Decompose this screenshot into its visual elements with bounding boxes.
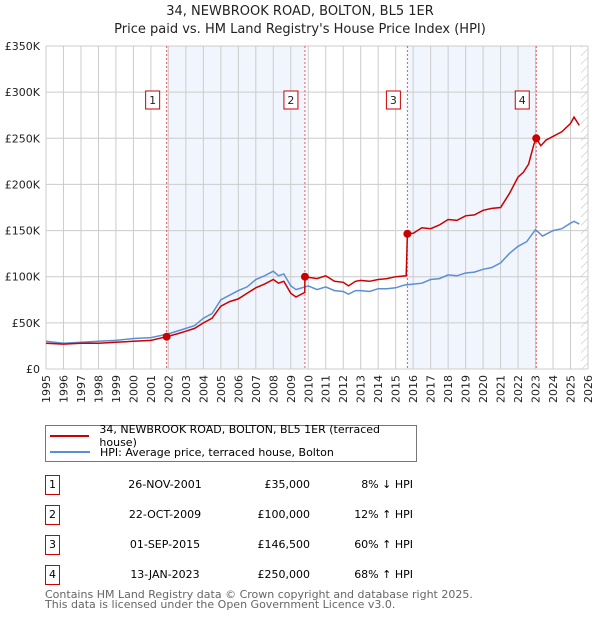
sale-label: 1: [149, 94, 156, 107]
x-tick-label: 2009: [285, 375, 298, 403]
x-tick-label: 2024: [547, 375, 560, 403]
y-tick-label: £0: [26, 363, 40, 376]
sale-label: 3: [390, 94, 397, 107]
sale-point: [300, 272, 309, 281]
y-tick-label: £300K: [5, 86, 41, 99]
transaction-row: 4 13-JAN-2023 £250,000 68% ↑ HPI: [45, 565, 445, 585]
chart-title: 34, NEWBROOK ROAD, BOLTON, BL5 1ER: [166, 4, 434, 19]
transaction-row: 1 26-NOV-2001 £35,000 8% ↓ HPI: [45, 475, 445, 495]
transaction-date: 22-OCT-2009: [128, 508, 202, 521]
transaction-date: 01-SEP-2015: [129, 538, 201, 551]
sale-label-box: [514, 90, 530, 110]
sale-label-box: [145, 90, 161, 110]
x-tick-label: 2002: [162, 375, 175, 403]
x-tick-label: 1997: [75, 375, 88, 403]
y-tick-label: £100K: [5, 271, 41, 284]
x-tick-label: 2001: [145, 375, 158, 403]
transaction-hpi: 68% ↑ HPI: [354, 568, 413, 581]
x-tick-label: 2003: [180, 375, 193, 403]
forecast-hatch: [581, 46, 588, 369]
chart-subtitle: Price paid vs. HM Land Registry's House …: [114, 22, 486, 37]
transaction-hpi: 12% ↑ HPI: [354, 508, 413, 521]
x-tick-label: 2011: [320, 375, 333, 403]
sale-label-box: [385, 90, 401, 110]
sale-point: [162, 332, 171, 341]
x-tick-label: 2018: [442, 375, 455, 403]
x-tick-label: 2010: [302, 375, 315, 403]
sale-label-box: [283, 90, 299, 110]
x-tick-label: 2026: [582, 375, 595, 403]
transaction-marker: 1: [45, 475, 60, 495]
transaction-price: £100,000: [257, 508, 311, 521]
x-tick-label: 2007: [250, 375, 263, 403]
legend-item-hpi: HPI: Average price, terraced house, Bolt…: [50, 444, 334, 460]
shaded-period: [166, 46, 305, 369]
x-tick-label: 2000: [127, 375, 140, 403]
x-tick-label: 2014: [372, 375, 385, 403]
x-tick-label: 2005: [215, 375, 228, 403]
transaction-date: 26-NOV-2001: [128, 478, 202, 491]
transaction-hpi: 60% ↑ HPI: [354, 538, 413, 551]
transaction-hpi: 8% ↓ HPI: [361, 478, 413, 491]
x-tick-label: 2012: [337, 375, 350, 403]
x-tick-label: 2016: [407, 375, 420, 403]
x-tick-label: 2020: [477, 375, 490, 403]
y-tick-label: £250K: [5, 132, 41, 145]
x-tick-label: 1995: [40, 375, 53, 403]
y-tick-label: £50K: [12, 317, 41, 330]
transaction-row: 2 22-OCT-2009 £100,000 12% ↑ HPI: [45, 505, 445, 525]
footer-line-1: Contains HM Land Registry data © Crown c…: [45, 588, 473, 601]
footer-line-2: This data is licensed under the Open Gov…: [45, 598, 396, 611]
x-tick-label: 2022: [512, 375, 525, 403]
x-tick-label: 2006: [232, 375, 245, 403]
x-tick-label: 2025: [565, 375, 578, 403]
hpi-line: [45, 220, 580, 344]
x-tick-label: 1998: [92, 375, 105, 403]
sale-point: [403, 229, 412, 238]
transaction-marker: 3: [45, 535, 60, 555]
x-tick-label: 2023: [530, 375, 543, 403]
x-tick-label: 2013: [355, 375, 368, 403]
sale-point: [532, 134, 541, 143]
property-price-line: [45, 115, 580, 345]
transaction-marker: 4: [45, 565, 60, 585]
footer-attribution: Contains HM Land Registry data © Crown c…: [45, 588, 473, 611]
x-tick-label: 2004: [197, 375, 210, 403]
x-tick-label: 1996: [57, 375, 70, 403]
legend-label-property: 34, NEWBROOK ROAD, BOLTON, BL5 1ER (terr…: [99, 423, 380, 449]
legend-swatch-red: [50, 435, 90, 437]
legend: 34, NEWBROOK ROAD, BOLTON, BL5 1ER (terr…: [45, 423, 417, 462]
sale-label: 4: [519, 94, 526, 107]
x-tick-label: 2017: [425, 375, 438, 403]
sale-label: 2: [287, 94, 294, 107]
transaction-marker: 2: [45, 505, 60, 525]
y-tick-label: £150K: [5, 225, 41, 238]
x-tick-label: 1999: [110, 375, 123, 403]
transaction-price: £146,500: [257, 538, 311, 551]
transaction-row: 3 01-SEP-2015 £146,500 60% ↑ HPI: [45, 535, 445, 555]
x-tick-label: 2019: [460, 375, 473, 403]
x-tick-label: 2021: [495, 375, 508, 403]
y-tick-label: £350K: [5, 40, 41, 53]
legend-swatch-blue: [50, 451, 90, 453]
legend-label-hpi: HPI: Average price, terraced house, Bolt…: [100, 445, 334, 459]
transaction-price: £250,000: [257, 568, 311, 581]
price-chart: 1995 1996 1997 1998 1999 2000 2001 2002 2003 2004…: [5, 40, 595, 403]
transaction-date: 13-JAN-2023: [130, 568, 200, 581]
transaction-price: £35,000: [264, 478, 311, 491]
legend-item-property: 34, NEWBROOK ROAD, BOLTON, BL5 1ER (terr…: [50, 423, 416, 449]
x-tick-label: 2008: [267, 375, 280, 403]
y-tick-label: £200K: [5, 178, 41, 191]
x-tick-label: 2015: [390, 375, 403, 403]
